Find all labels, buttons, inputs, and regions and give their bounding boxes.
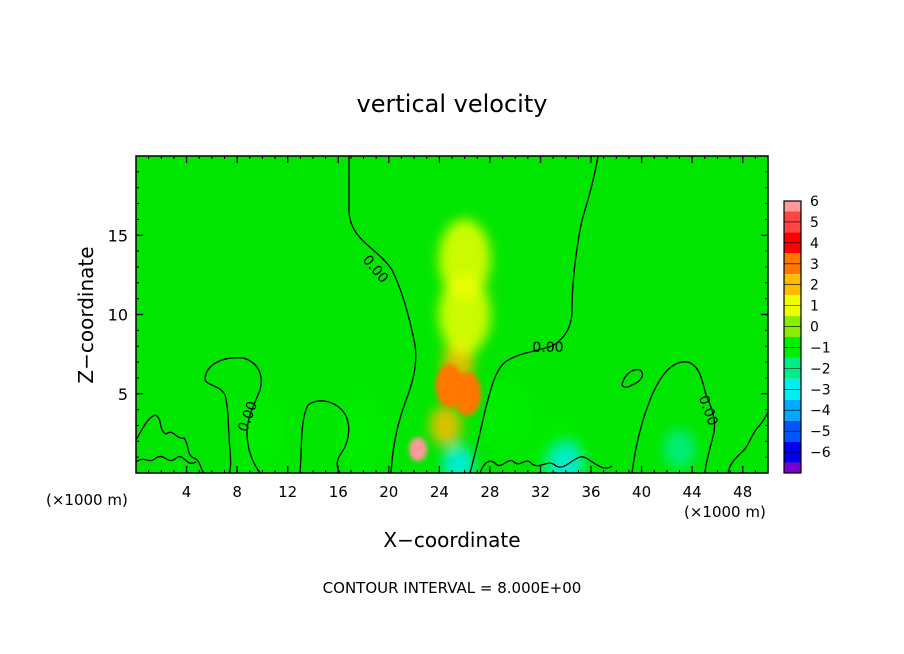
contour-label-1: 0.00 (532, 340, 563, 356)
colorbar-swatch (784, 201, 801, 212)
x-axis-title: X−coordinate (383, 528, 520, 552)
x-tick-label: 8 (232, 483, 242, 501)
contour-line-ground-right (727, 411, 768, 473)
y-tick-label: 10 (108, 306, 128, 325)
updraft-cell-2 (453, 371, 482, 416)
x-axis: 4 8 12 16 20 24 28 32 36 40 44 48 (148, 156, 756, 501)
y-axis-title: Z−coordinate (74, 246, 98, 383)
colorbar-label: 1 (810, 299, 819, 315)
colorbar-label: 0 (810, 320, 819, 336)
colorbar-label: 3 (810, 257, 819, 273)
x-tick-label: 40 (632, 483, 651, 501)
x-units-label-right: (×1000 m) (684, 503, 766, 521)
x-tick-label: 28 (480, 483, 499, 501)
downdraft-cell-8 (337, 393, 390, 473)
downdraft-cell-11 (663, 429, 696, 470)
x-tick-label: 12 (278, 483, 297, 501)
x-tick-label: 48 (733, 483, 752, 501)
x-tick-label: 20 (379, 483, 398, 501)
contour-line-ground-wiggle (136, 455, 613, 473)
x-tick-label: 16 (329, 483, 348, 501)
colorbar-label: −3 (810, 382, 831, 398)
contour-line-right-lobe (631, 361, 716, 473)
x-units-label-left: (×1000 m) (46, 491, 128, 509)
updraft-cell-6 (438, 219, 491, 300)
contour-line-left-lobe (204, 357, 262, 473)
contour-zero-lines (136, 156, 768, 473)
x-tick-label: 24 (430, 483, 449, 501)
colorbar-label: −6 (810, 445, 831, 461)
contour-line-left-plume (348, 156, 417, 473)
contour-interval-note: CONTOUR INTERVAL = 8.000E+00 (323, 579, 582, 597)
y-tick-label: 15 (108, 226, 128, 245)
colorbar-label: −1 (810, 340, 831, 356)
x-tick-label: 36 (581, 483, 600, 501)
x-tick-label: 44 (683, 483, 702, 501)
colorbar-label: 4 (810, 236, 819, 252)
field-layer (236, 219, 696, 473)
x-tick-label: 32 (531, 483, 550, 501)
updraft-cell-5 (438, 274, 491, 355)
colorbar-label: −4 (810, 403, 831, 419)
chart-title: vertical velocity (357, 90, 548, 118)
colorbar: 6 5 4 3 2 1 0 −1 −2 −3 −4 −5 −6 (783, 194, 831, 474)
colorbar-label: −2 (810, 361, 831, 377)
contour-line-lobe-a (299, 400, 350, 473)
contour-line-ground-left (136, 414, 205, 473)
colorbar-label: −5 (810, 424, 831, 440)
contour-line-small-1 (621, 369, 644, 388)
colorbar-label: 2 (810, 278, 819, 294)
updraft-core-0 (413, 444, 422, 455)
downdraft-cell-7 (482, 377, 535, 458)
updraft-cell-4 (429, 405, 462, 446)
y-tick-label: 5 (118, 385, 128, 404)
plot-area: 0.000.000.00 0.00 (135, 155, 769, 474)
downdraft-cell-13 (549, 445, 582, 473)
colorbar-swatch (784, 462, 801, 473)
colorbar-label: 5 (810, 215, 819, 231)
downdraft-cell-12 (442, 445, 475, 473)
y-axis: 5 10 15 (108, 171, 768, 458)
x-tick-label: 4 (182, 483, 192, 501)
colorbar-label: 6 (810, 194, 819, 210)
contour-line-right-plume (469, 156, 599, 473)
